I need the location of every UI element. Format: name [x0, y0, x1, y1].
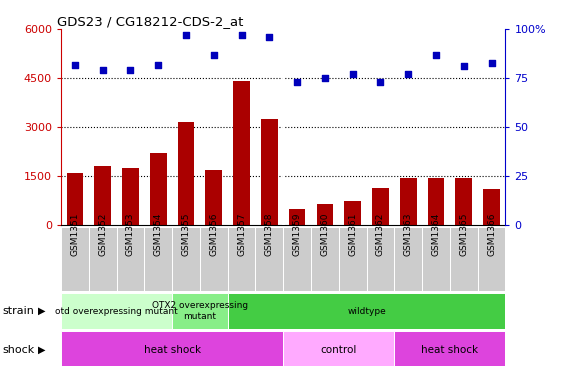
Bar — [61, 293, 172, 329]
Text: OTX2 overexpressing
mutant: OTX2 overexpressing mutant — [152, 301, 248, 321]
Bar — [456, 178, 472, 225]
Point — [487, 60, 496, 66]
Bar — [228, 293, 505, 329]
Bar — [345, 201, 361, 225]
Bar — [61, 331, 283, 366]
Text: GSM1354: GSM1354 — [154, 212, 163, 256]
Bar — [311, 227, 339, 291]
Bar — [117, 227, 144, 291]
Bar — [144, 227, 172, 291]
Text: strain: strain — [3, 306, 35, 316]
Bar — [150, 153, 167, 225]
Point — [209, 52, 218, 58]
Text: otd overexpressing mutant: otd overexpressing mutant — [55, 307, 178, 315]
Bar — [450, 227, 478, 291]
Point — [98, 67, 107, 73]
Bar — [394, 227, 422, 291]
Bar — [67, 173, 83, 225]
Bar — [178, 122, 194, 225]
Bar — [283, 331, 394, 366]
Bar — [233, 82, 250, 225]
Bar — [228, 227, 256, 291]
Point — [126, 67, 135, 73]
Point — [237, 32, 246, 38]
Point — [265, 34, 274, 40]
Point — [292, 79, 302, 85]
Text: ▶: ▶ — [38, 306, 45, 316]
Text: shock: shock — [3, 344, 35, 355]
Point — [181, 32, 191, 38]
Text: GDS23 / CG18212-CDS-2_at: GDS23 / CG18212-CDS-2_at — [56, 15, 243, 28]
Point — [376, 79, 385, 85]
Text: GSM1353: GSM1353 — [126, 212, 135, 256]
Text: wildtype: wildtype — [347, 307, 386, 315]
Bar — [172, 227, 200, 291]
Bar — [367, 227, 394, 291]
Bar — [428, 178, 444, 225]
Text: ▶: ▶ — [38, 344, 45, 355]
Bar — [289, 209, 306, 225]
Text: GSM1363: GSM1363 — [404, 212, 413, 256]
Bar — [256, 227, 284, 291]
Text: control: control — [321, 344, 357, 355]
Bar — [339, 227, 367, 291]
Text: GSM1357: GSM1357 — [237, 212, 246, 256]
Text: GSM1365: GSM1365 — [460, 212, 468, 256]
Point — [348, 71, 357, 77]
Text: GSM1358: GSM1358 — [265, 212, 274, 256]
Bar — [172, 293, 228, 329]
Bar — [394, 331, 505, 366]
Bar — [61, 227, 89, 291]
Text: GSM1355: GSM1355 — [181, 212, 191, 256]
Bar — [400, 178, 417, 225]
Point — [459, 64, 468, 70]
Bar — [483, 189, 500, 225]
Text: GSM1364: GSM1364 — [432, 212, 440, 256]
Point — [404, 71, 413, 77]
Text: GSM1359: GSM1359 — [293, 212, 302, 256]
Bar — [317, 204, 333, 225]
Text: heat shock: heat shock — [144, 344, 200, 355]
Bar — [94, 166, 111, 225]
Text: GSM1360: GSM1360 — [320, 212, 329, 256]
Point — [153, 61, 163, 67]
Text: GSM1361: GSM1361 — [348, 212, 357, 256]
Text: heat shock: heat shock — [421, 344, 479, 355]
Bar — [89, 227, 117, 291]
Text: GSM1351: GSM1351 — [70, 212, 80, 256]
Bar — [372, 187, 389, 225]
Text: GSM1366: GSM1366 — [487, 212, 496, 256]
Point — [320, 75, 329, 81]
Point — [70, 61, 80, 67]
Text: GSM1352: GSM1352 — [98, 212, 107, 256]
Text: GSM1356: GSM1356 — [209, 212, 218, 256]
Bar — [283, 227, 311, 291]
Bar — [478, 227, 505, 291]
Point — [431, 52, 440, 58]
Bar — [200, 227, 228, 291]
Bar — [261, 119, 278, 225]
Text: GSM1362: GSM1362 — [376, 212, 385, 256]
Bar — [122, 168, 139, 225]
Bar — [206, 169, 222, 225]
Bar — [422, 227, 450, 291]
